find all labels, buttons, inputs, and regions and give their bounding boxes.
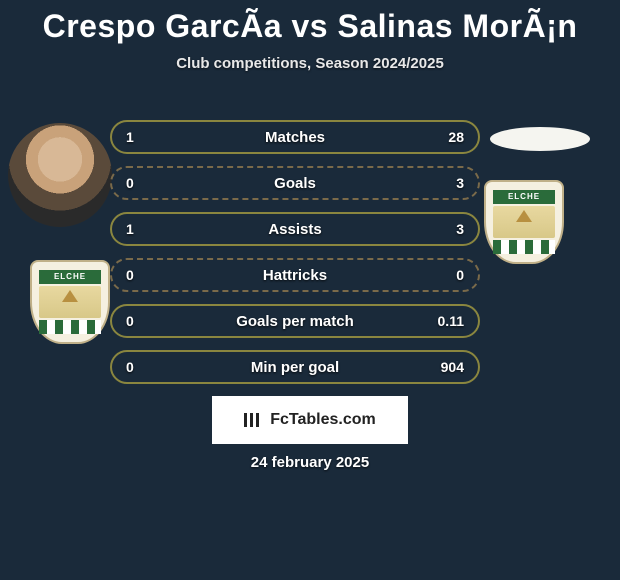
stat-row-goals: 0 Goals 3	[110, 166, 480, 200]
stat-left-value: 0	[126, 313, 134, 329]
club-name-right: ELCHE	[493, 190, 555, 204]
stat-left-value: 0	[126, 175, 134, 191]
stats-container: 1 Matches 28 0 Goals 3 1 Assists 3 0 Hattricks 0 0 Go…	[110, 120, 480, 396]
stat-left-value: 1	[126, 221, 134, 237]
date-text: 24 february 2025	[0, 454, 620, 471]
stat-right-value: 904	[441, 359, 464, 375]
stat-row-hattricks: 0 Hattricks 0	[110, 258, 480, 292]
stat-label: Goals per match	[236, 313, 354, 330]
stat-label: Matches	[265, 129, 325, 146]
footer-brand-box[interactable]: FcTables.com	[212, 396, 408, 444]
page-title: Crespo GarcÃ­a vs Salinas MorÃ¡n	[0, 0, 620, 45]
stat-left-value: 0	[126, 267, 134, 283]
club-name-left: ELCHE	[39, 270, 101, 284]
player-left-photo	[8, 123, 112, 227]
stat-right-value: 0	[456, 267, 464, 283]
badge-mid-left	[39, 286, 101, 318]
footer-brand-text: FcTables.com	[270, 411, 376, 429]
club-badge-left: ELCHE	[30, 260, 110, 344]
stat-label: Hattricks	[263, 267, 327, 284]
subtitle: Club competitions, Season 2024/2025	[0, 55, 620, 72]
stat-left-value: 0	[126, 359, 134, 375]
badge-stripes-left	[39, 320, 101, 334]
stat-left-value: 1	[126, 129, 134, 145]
stat-label: Goals	[274, 175, 316, 192]
stat-right-value: 3	[456, 221, 464, 237]
stat-right-value: 0.11	[438, 313, 464, 329]
badge-stripes-right	[493, 240, 555, 254]
club-badge-right: ELCHE	[484, 180, 564, 264]
stat-right-value: 28	[448, 129, 464, 145]
player-right-oval	[490, 127, 590, 151]
stat-row-assists: 1 Assists 3	[110, 212, 480, 246]
stat-right-value: 3	[456, 175, 464, 191]
stat-row-min-per-goal: 0 Min per goal 904	[110, 350, 480, 384]
stat-row-matches: 1 Matches 28	[110, 120, 480, 154]
stat-row-goals-per-match: 0 Goals per match 0.11	[110, 304, 480, 338]
stat-label: Assists	[268, 221, 321, 238]
badge-mid-right	[493, 206, 555, 238]
stat-label: Min per goal	[251, 359, 339, 376]
fctables-icon	[244, 413, 264, 427]
